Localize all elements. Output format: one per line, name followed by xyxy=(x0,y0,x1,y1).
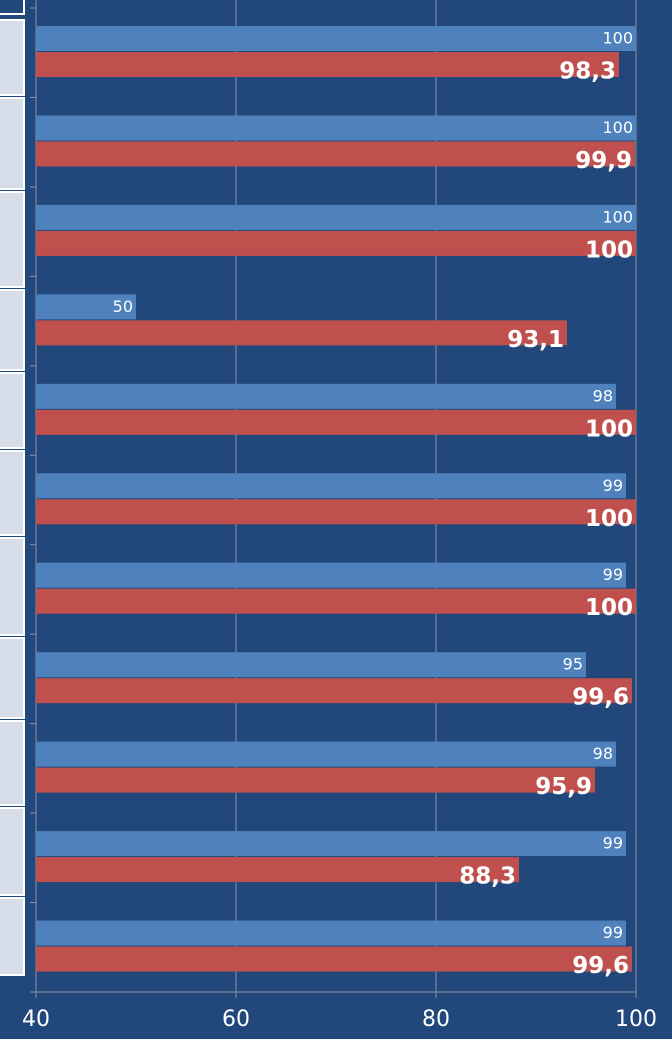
value-label: 50 xyxy=(113,297,133,316)
bar xyxy=(36,588,636,614)
x-tick-label: 100 xyxy=(615,1007,657,1032)
x-tick-label: 40 xyxy=(22,1007,50,1032)
bar xyxy=(36,499,636,525)
bar xyxy=(36,204,636,230)
value-label: 99 xyxy=(603,834,623,853)
bar xyxy=(36,473,626,499)
value-label: 100 xyxy=(585,595,633,621)
value-label: 100 xyxy=(602,29,633,48)
value-label: 100 xyxy=(585,416,633,442)
bar xyxy=(36,920,626,946)
x-tick-label: 80 xyxy=(422,1007,450,1032)
value-label: 98 xyxy=(593,386,613,405)
value-label: 98,3 xyxy=(559,59,616,85)
value-label: 98 xyxy=(593,744,613,763)
bar xyxy=(36,562,626,588)
value-label: 99 xyxy=(603,565,623,584)
bar xyxy=(36,383,616,409)
bar xyxy=(36,831,626,857)
value-label: 88,3 xyxy=(459,864,516,890)
value-label: 100 xyxy=(602,207,633,226)
value-label: 95 xyxy=(563,655,583,674)
bar xyxy=(36,767,595,793)
x-tick-label: 60 xyxy=(222,1007,250,1032)
value-label: 99,9 xyxy=(575,148,632,174)
bar xyxy=(36,741,616,767)
value-label: 93,1 xyxy=(507,327,564,353)
value-label: 95,9 xyxy=(535,774,592,800)
bar xyxy=(36,230,636,256)
value-label: 99,6 xyxy=(572,685,629,711)
value-label: 100 xyxy=(602,118,633,137)
bar xyxy=(36,141,635,167)
value-label: 99 xyxy=(603,476,623,495)
value-label: 99,6 xyxy=(572,953,629,979)
value-label: 100 xyxy=(585,506,633,532)
bar xyxy=(36,946,632,972)
side-panels xyxy=(0,0,25,976)
bar xyxy=(36,857,519,883)
bar xyxy=(36,52,619,77)
bar xyxy=(36,26,636,51)
bar xyxy=(36,678,632,704)
value-label: 100 xyxy=(585,237,633,263)
bar xyxy=(36,115,636,141)
bar xyxy=(36,320,567,346)
value-label: 99 xyxy=(603,923,623,942)
bar xyxy=(36,652,586,678)
bar xyxy=(36,409,636,435)
bar xyxy=(36,294,136,320)
